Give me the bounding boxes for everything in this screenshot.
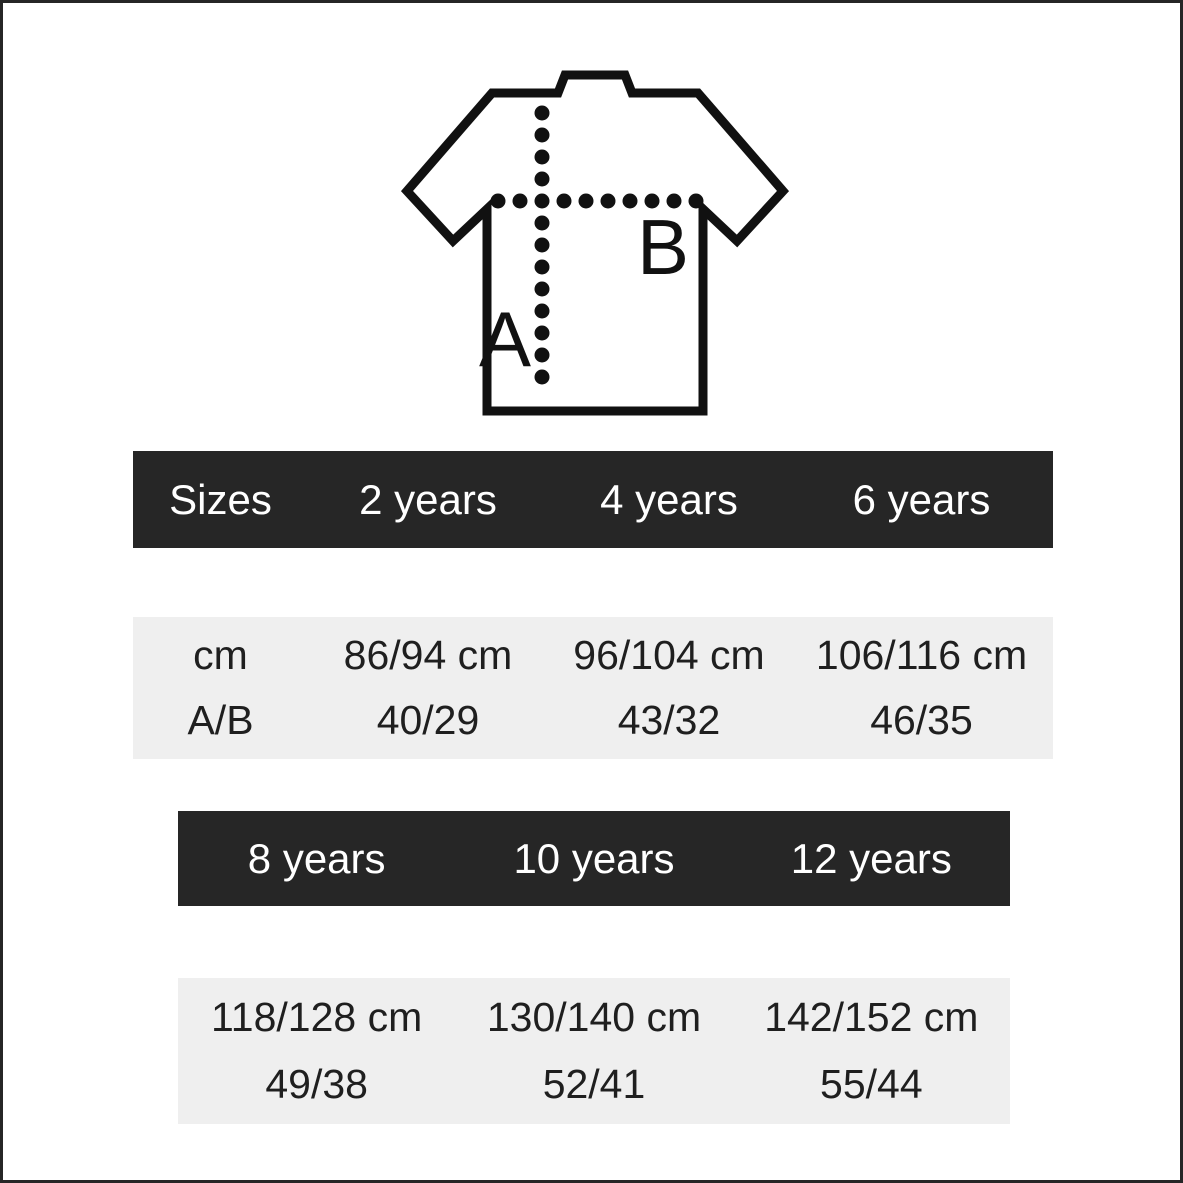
column-header-10-years: 10 years — [513, 834, 675, 882]
row-label-ab: A/B — [187, 697, 254, 743]
t-shirt-outline-path — [400, 70, 790, 416]
measurement-line-a-dots — [534, 105, 550, 385]
table-row: cm 86/94 cm 96/104 cm 106/116 cm — [133, 623, 1053, 688]
cell-cm-6-years: 106/116 cm — [815, 632, 1028, 678]
cell-ab-4-years: 43/32 — [617, 697, 721, 743]
column-header-sizes: Sizes — [169, 475, 272, 523]
cell-ab-6-years: 46/35 — [870, 697, 973, 743]
cell-ab-10-years: 52/41 — [542, 1061, 646, 1107]
size-table-primary-body: cm 86/94 cm 96/104 cm 106/116 cm A/B 40/… — [133, 617, 1053, 759]
column-header-8-years: 8 years — [247, 834, 386, 882]
column-header-4-years: 4 years — [600, 475, 738, 523]
cell-cm-12-years: 142/152 cm — [764, 994, 979, 1040]
size-table-primary: Sizes 2 years 4 years 6 years cm 86/94 c… — [133, 451, 1053, 759]
t-shirt-measurement-diagram: A B — [395, 61, 795, 421]
cell-ab-12-years: 55/44 — [820, 1061, 923, 1107]
cell-cm-4-years: 96/104 cm — [573, 632, 765, 678]
measurement-label-a: A — [479, 295, 531, 383]
size-table-secondary-body: 118/128 cm 130/140 cm 142/152 cm 49/38 5… — [178, 978, 1010, 1124]
measurement-line-b-dots — [490, 193, 704, 209]
table-row: A/B 40/29 43/32 46/35 — [133, 688, 1053, 753]
cell-ab-8-years: 49/38 — [265, 1061, 368, 1107]
measurement-label-b: B — [637, 203, 689, 291]
table-row: 118/128 cm 130/140 cm 142/152 cm — [178, 984, 1010, 1051]
cell-cm-2-years: 86/94 cm — [343, 632, 513, 678]
column-header-2-years: 2 years — [359, 475, 497, 523]
cell-ab-2-years: 40/29 — [376, 697, 480, 743]
cell-cm-8-years: 118/128 cm — [211, 994, 423, 1040]
size-table-primary-header-row: Sizes 2 years 4 years 6 years — [133, 451, 1053, 548]
size-table-secondary-header-row: 8 years 10 years 12 years — [178, 811, 1010, 906]
column-header-6-years: 6 years — [852, 475, 991, 523]
column-header-12-years: 12 years — [790, 834, 952, 882]
cell-cm-10-years: 130/140 cm — [486, 994, 702, 1040]
table-row: 49/38 52/41 55/44 — [178, 1051, 1010, 1118]
row-label-cm: cm — [193, 632, 248, 678]
size-table-secondary: 8 years 10 years 12 years 118/128 cm 130… — [178, 811, 1010, 1124]
